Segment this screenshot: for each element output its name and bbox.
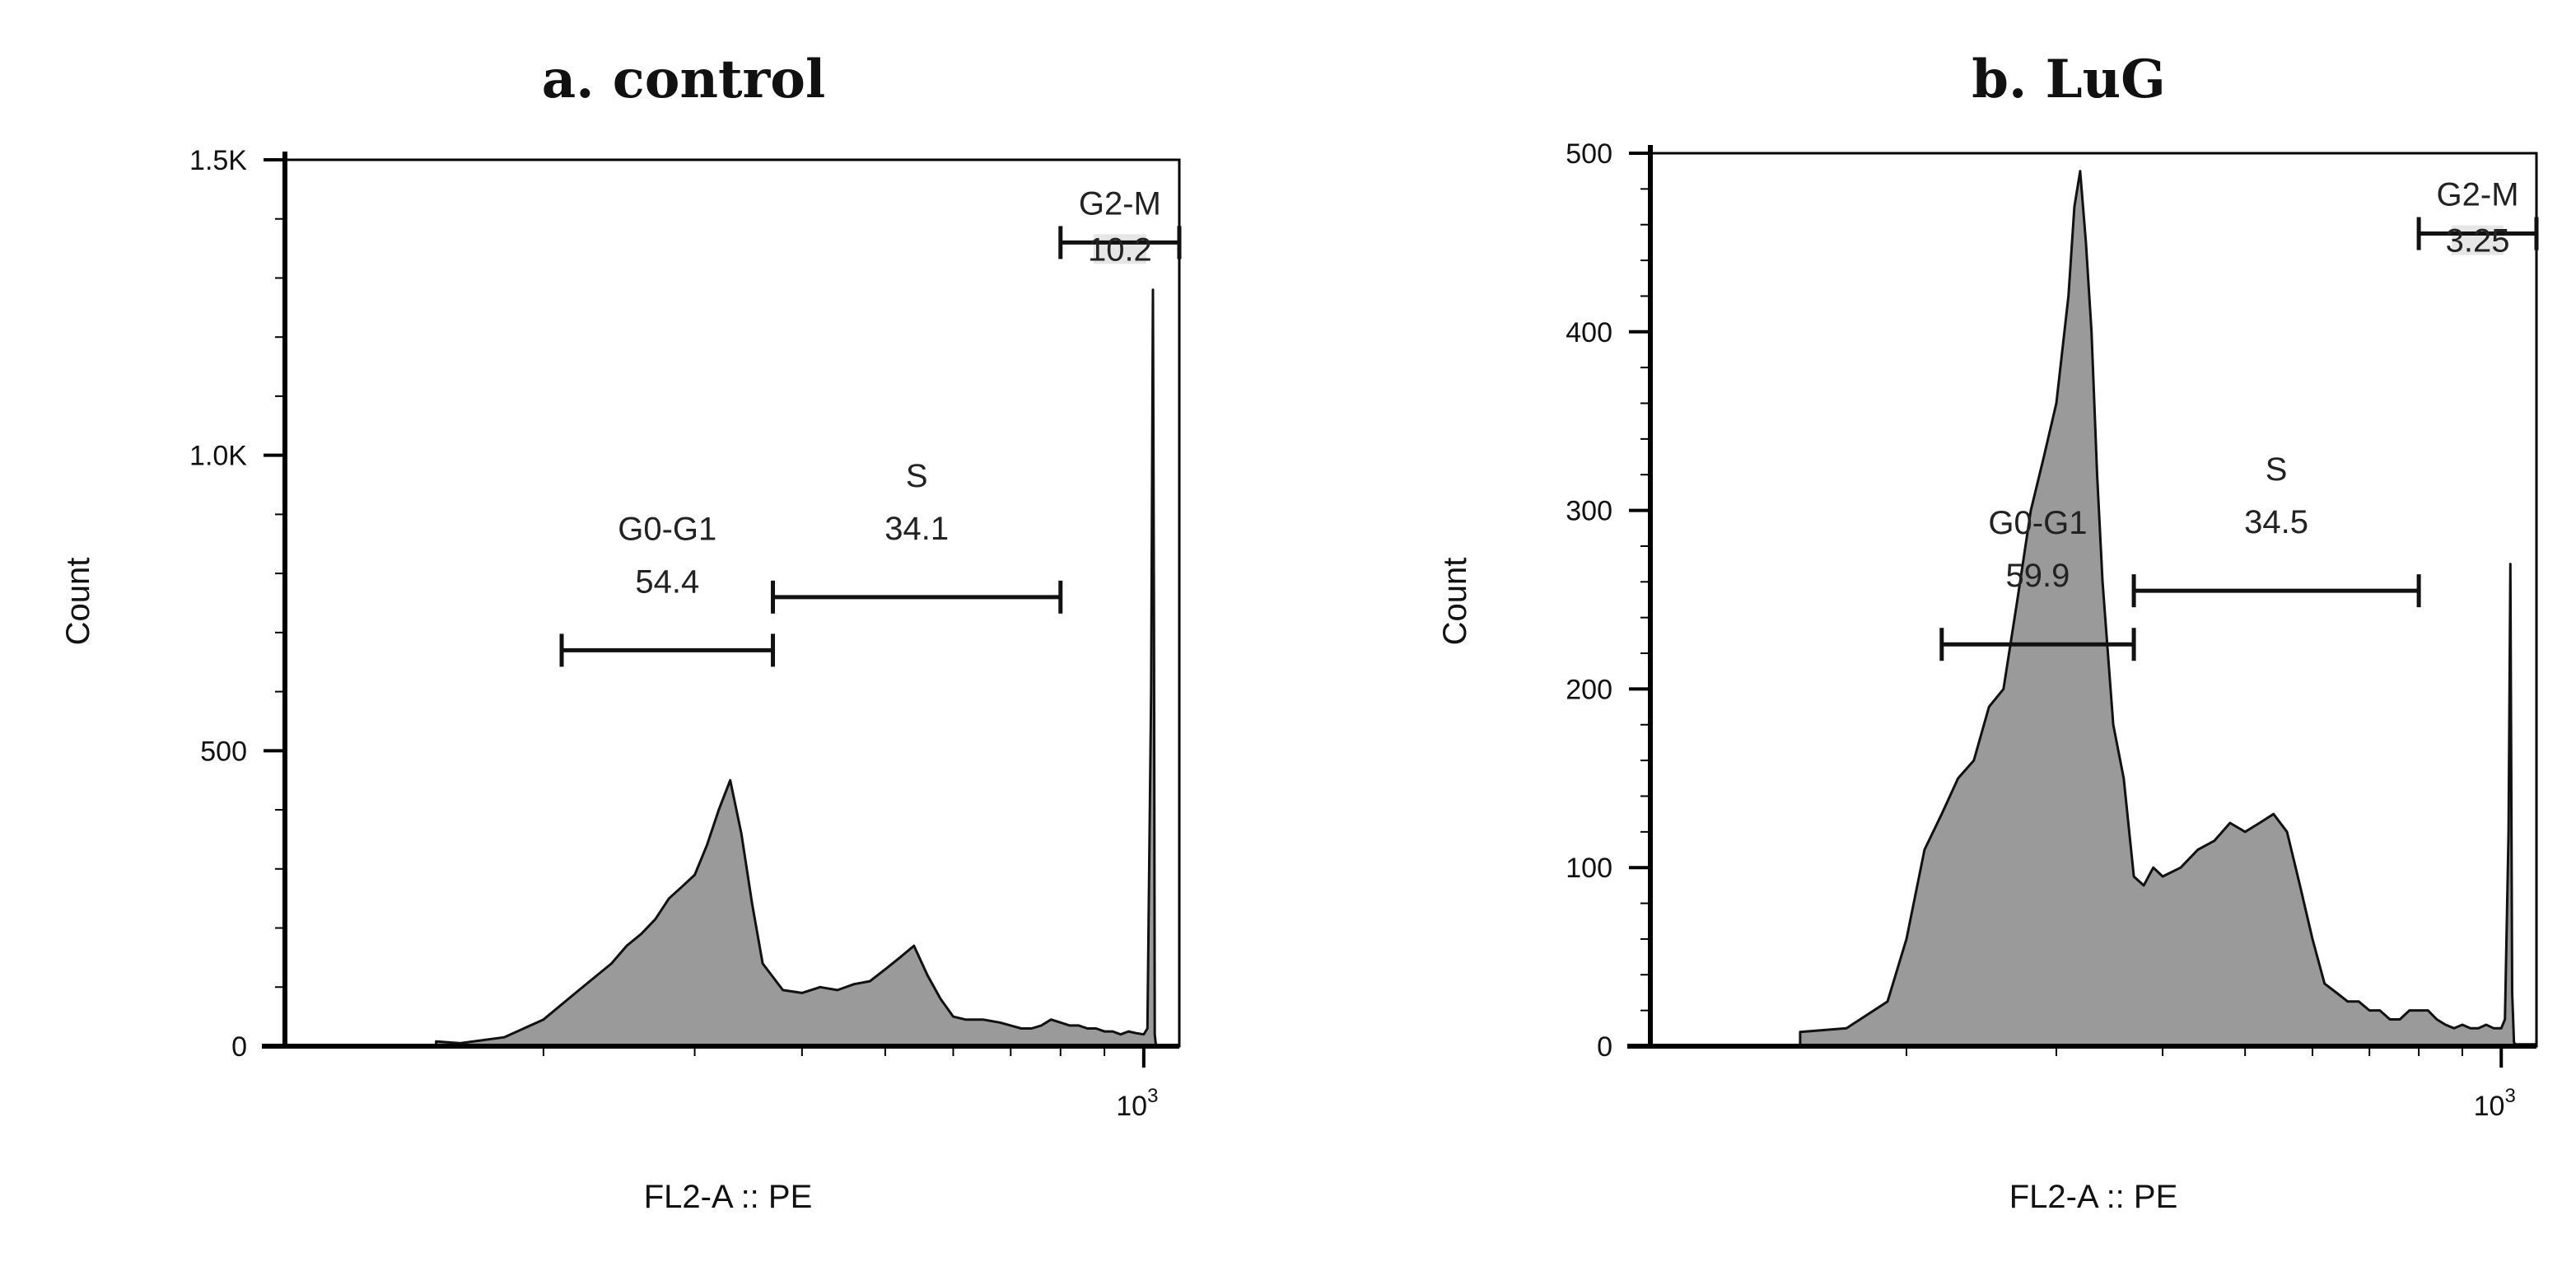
panel-title: a. control [542,49,826,110]
y-tick-label: 100 [1566,853,1612,884]
gate-label-background [2452,225,2504,255]
y-tick-label: 1.5K [189,145,247,176]
y-tick-label: 500 [200,736,247,767]
gate-name: G2-M [1079,185,1161,222]
y-tick-label: 1.0K [189,441,247,472]
x-tick-label: 103 [2474,1085,2516,1122]
gate-name: G2-M [2437,177,2519,213]
y-tick-label: 200 [1566,674,1612,705]
gate-percent: 54.4 [635,563,699,600]
plot-area: 0 100 200 300 400 500 103 G0-G1 59.9 S 34.5 G2-M 3.2… [1566,138,2539,1122]
gate-s: S 34.1 [771,458,1063,614]
gate-name: S [2266,451,2288,488]
gate-percent: 34.5 [2244,504,2308,540]
x-axis-label: FL2-A :: PE [2009,1179,2178,1215]
gate-percent: 10.2 [1088,231,1152,268]
gate-name: G0-G1 [618,511,716,547]
histogram-area [435,288,1181,1048]
x-axis-label: FL2-A :: PE [644,1179,813,1215]
y-tick-label: 500 [1566,138,1612,170]
y-axis-label: Count [60,558,96,646]
panel-title: b. LuG [1972,49,2166,110]
y-axis-label: Count [1437,558,1473,646]
gate-g0-g1: G0-G1 59.9 [1939,505,2136,661]
gate-g2-m: G2-M 3.25 [2416,177,2539,259]
x-tick-label: 103 [1116,1085,1158,1122]
y-tick-label: 0 [231,1031,247,1063]
panel-lug: b. LuG Count FL2-A :: PE 0 100 200 300 400 50… [1437,49,2539,1215]
plot-area: 0 500 1.0K 1.5K 103 G0-G1 54.4 S 34.1 G2-M 10.2 [189,145,1182,1122]
gate-percent: 3.25 [2446,223,2510,259]
gate-g2-m: G2-M 10.2 [1058,185,1182,268]
gate-label-background [1093,234,1146,264]
y-tick-label: 0 [1597,1031,1612,1063]
gate-s: S 34.5 [2131,451,2421,608]
gate-percent: 34.1 [884,511,949,547]
gate-name: S [906,458,928,494]
gate-g0-g1: G0-G1 54.4 [559,511,776,667]
gate-name: G0-G1 [1988,505,2087,541]
panel-control: a. control Count FL2-A :: PE 0 500 1.0K 1.5… [60,49,1182,1215]
y-tick-label: 300 [1566,496,1612,527]
y-tick-label: 400 [1566,317,1612,348]
histogram-area [1799,170,2538,1048]
gate-percent: 59.9 [2006,558,2070,594]
